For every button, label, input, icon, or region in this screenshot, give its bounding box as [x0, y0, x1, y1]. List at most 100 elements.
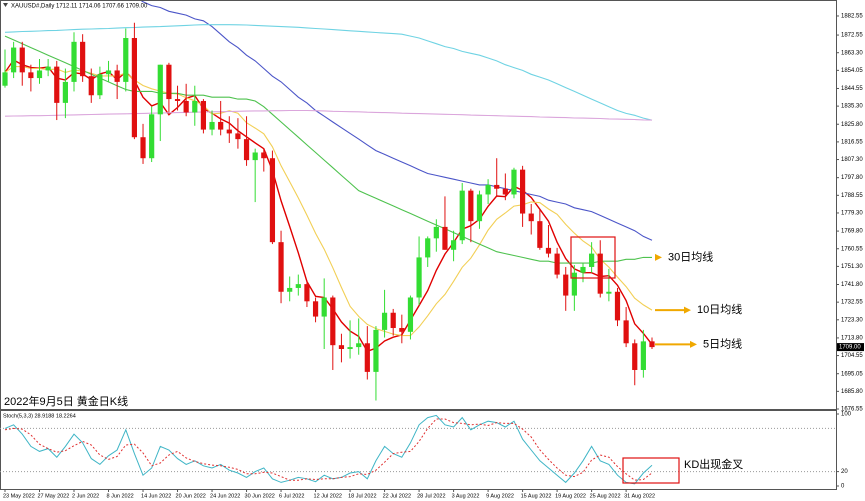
y-tick-label: 1751.30: [841, 264, 863, 270]
last-price-box: [837, 343, 864, 352]
candle-body: [545, 247, 552, 254]
candle-body: [192, 100, 198, 113]
highlight-box: [570, 236, 616, 279]
candle-body: [520, 169, 526, 214]
x-tick-label: 23 May 2022: [3, 493, 35, 499]
annotation-arrowhead: [684, 306, 691, 314]
candle-body: [2, 72, 8, 86]
candle-body: [580, 266, 586, 273]
x-tick-label: 20 Jun 2022: [176, 493, 206, 499]
y-tick-label: 1779.30: [841, 211, 863, 217]
y-tick-label: 1863.30: [841, 50, 863, 56]
candle-body: [632, 343, 638, 370]
candle-body: [131, 38, 137, 138]
candle-body: [287, 287, 293, 292]
candle-body: [243, 139, 250, 161]
x-tick-label: 27 May 2022: [38, 493, 70, 499]
y-tick-label: 1732.55: [841, 300, 863, 306]
candle-body: [114, 70, 120, 82]
candle-body: [218, 121, 224, 130]
y-tick-label: 1835.30: [841, 104, 863, 110]
candle-body: [157, 64, 163, 115]
y-tick-label: 1807.30: [841, 157, 863, 163]
candle-body: [166, 64, 172, 100]
candle-body: [476, 194, 483, 222]
moving-average: [4, 66, 653, 337]
y-tick-label: 1854.05: [841, 68, 863, 74]
x-tick-label: 18 Jul 2022: [348, 493, 376, 499]
x-tick-label: 28 Jul 2022: [417, 493, 445, 499]
candle-body: [183, 100, 189, 113]
x-tick-label: 15 Aug 2022: [521, 493, 552, 499]
stoch-line: [4, 418, 653, 481]
candle-body: [640, 341, 646, 370]
candle-body: [450, 240, 457, 250]
x-tick-label: 25 Aug 2022: [590, 493, 621, 499]
candle-body: [330, 297, 336, 346]
candle-body: [140, 137, 146, 159]
y-tick-label: 1769.80: [841, 229, 863, 235]
candle-body: [416, 257, 422, 298]
candle-body: [97, 74, 103, 96]
candle-body: [226, 129, 232, 134]
x-tick-label: 2 Jun 2022: [72, 493, 99, 499]
y-tick-label: 1704.55: [841, 353, 863, 359]
x-tick-label: 31 Aug 2022: [624, 493, 655, 499]
candle-body: [347, 347, 353, 349]
candle-body: [338, 345, 345, 349]
main-panel: [0, 0, 837, 410]
y-tick-label: 1844.55: [841, 86, 863, 92]
candle-body: [209, 121, 215, 130]
candle-body: [62, 81, 68, 103]
candle-body: [235, 133, 241, 140]
candle-body: [304, 284, 310, 302]
x-tick-label: 6 Jul 2022: [279, 493, 304, 499]
candle-body: [494, 184, 500, 189]
highlight-box: [622, 457, 680, 484]
candle-body: [425, 238, 431, 258]
candle-body: [390, 312, 396, 329]
axes: 1882.55 1872.55 1863.30 1854.05 1844.55 1835.…: [3, 14, 864, 499]
y-tick-label: 1872.55: [841, 33, 863, 39]
legend-label: 30日均线: [668, 249, 713, 263]
x-tick-label: 14 Jun 2022: [141, 493, 171, 499]
stoch-annotation: KD出现金叉: [684, 457, 743, 471]
x-tick-label: 12 Jul 2022: [314, 493, 342, 499]
candle-body: [381, 312, 388, 330]
moving-average: [140, 1, 653, 241]
y-tick-label: 1695.05: [841, 371, 863, 377]
candle-body: [54, 66, 60, 103]
candle-body: [45, 66, 51, 71]
candle-body: [295, 284, 301, 288]
candle-body: [606, 291, 612, 294]
candle-body: [312, 301, 319, 317]
candle-body: [554, 253, 560, 275]
x-tick-label: 8 Jun 2022: [107, 493, 134, 499]
legend-label: 5日均线: [703, 336, 742, 350]
candle-body: [623, 320, 629, 344]
y-tick-label: 0: [841, 484, 845, 490]
annotation-arrowhead: [655, 253, 662, 261]
candle-body: [80, 41, 86, 77]
legend-label: 10日均线: [697, 302, 742, 316]
candle-body: [105, 70, 112, 75]
y-tick-label: 1760.55: [841, 246, 863, 252]
main-plot: [2, 1, 655, 401]
candle-body: [511, 169, 517, 195]
stoch-panel: [0, 410, 837, 490]
y-tick-label: 1741.80: [841, 282, 863, 288]
y-tick-label: 1816.55: [841, 139, 863, 145]
candle-body: [399, 328, 405, 332]
symbol-icon: [3, 3, 8, 7]
candle-body: [589, 253, 595, 267]
chart-header: XAUUSD#,Daily 1712.11 1714.06 1707.66 17…: [11, 4, 148, 10]
candle-body: [468, 190, 474, 222]
y-tick-label: 1685.80: [841, 389, 863, 395]
candle-body: [28, 72, 34, 79]
candle-body: [442, 226, 448, 250]
candle-body: [433, 226, 439, 239]
chart-title: 2022年9月5日 黄金日K线: [4, 394, 128, 408]
candle-body: [356, 343, 362, 348]
annotation-arrowhead: [690, 340, 697, 348]
